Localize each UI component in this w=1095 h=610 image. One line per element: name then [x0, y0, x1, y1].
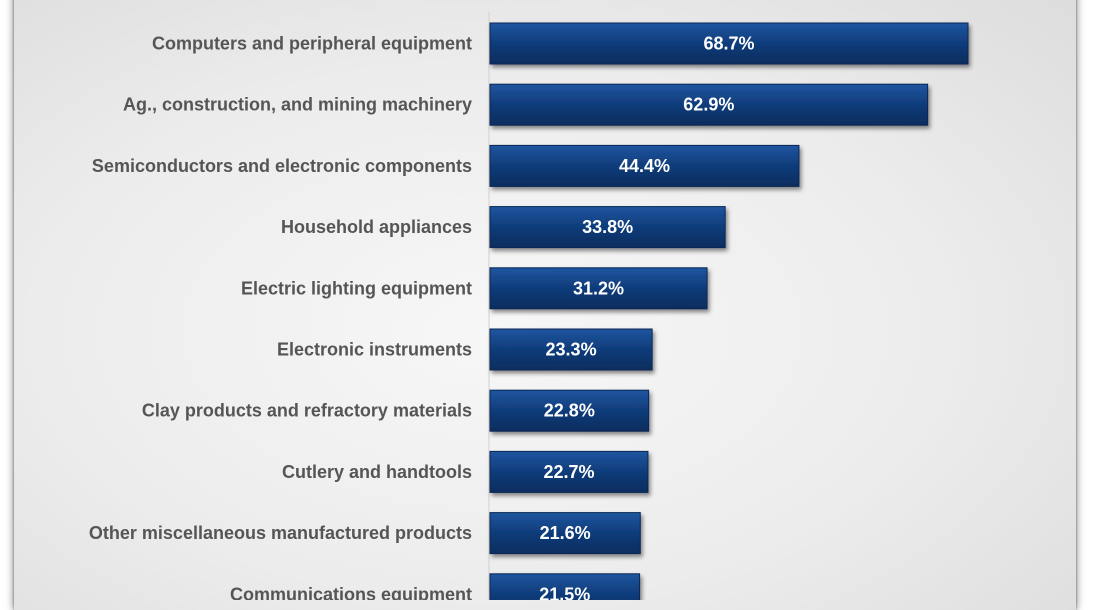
category-label: Electronic instruments: [277, 340, 472, 360]
category-label: Computers and peripheral equipment: [152, 34, 472, 54]
value-label: 22.8%: [544, 401, 595, 421]
category-label: Ag., construction, and mining machinery: [123, 95, 472, 115]
value-label: 44.4%: [619, 156, 670, 176]
value-label: 22.7%: [543, 462, 594, 482]
bar: [489, 450, 649, 493]
value-label: 31.2%: [573, 278, 624, 298]
bar: [489, 389, 650, 432]
bar: [489, 144, 800, 187]
value-label: 68.7%: [703, 34, 754, 54]
category-label: Semiconductors and electronic components: [92, 156, 472, 176]
bar: [489, 573, 641, 600]
bar: [489, 267, 708, 310]
category-label: Clay products and refractory materials: [142, 401, 472, 421]
category-label: Electric lighting equipment: [241, 278, 472, 298]
bar: [489, 512, 641, 555]
value-label: 33.8%: [582, 217, 633, 237]
value-label: 23.3%: [546, 340, 597, 360]
value-label: 21.5%: [539, 584, 590, 600]
category-label: Communications equipment: [230, 584, 472, 600]
category-label: Other miscellaneous manufactured product…: [89, 523, 472, 543]
bar: [489, 328, 653, 371]
bar: [489, 206, 726, 249]
value-label: 21.6%: [540, 523, 591, 543]
category-label: Household appliances: [281, 217, 472, 237]
value-label: 62.9%: [683, 95, 734, 115]
bar: [489, 22, 969, 65]
bar: [489, 83, 929, 126]
category-label: Cutlery and handtools: [282, 462, 472, 482]
